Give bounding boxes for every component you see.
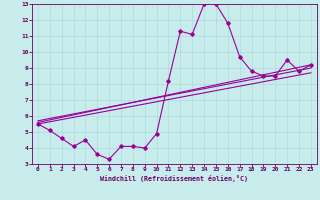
X-axis label: Windchill (Refroidissement éolien,°C): Windchill (Refroidissement éolien,°C) <box>100 175 248 182</box>
